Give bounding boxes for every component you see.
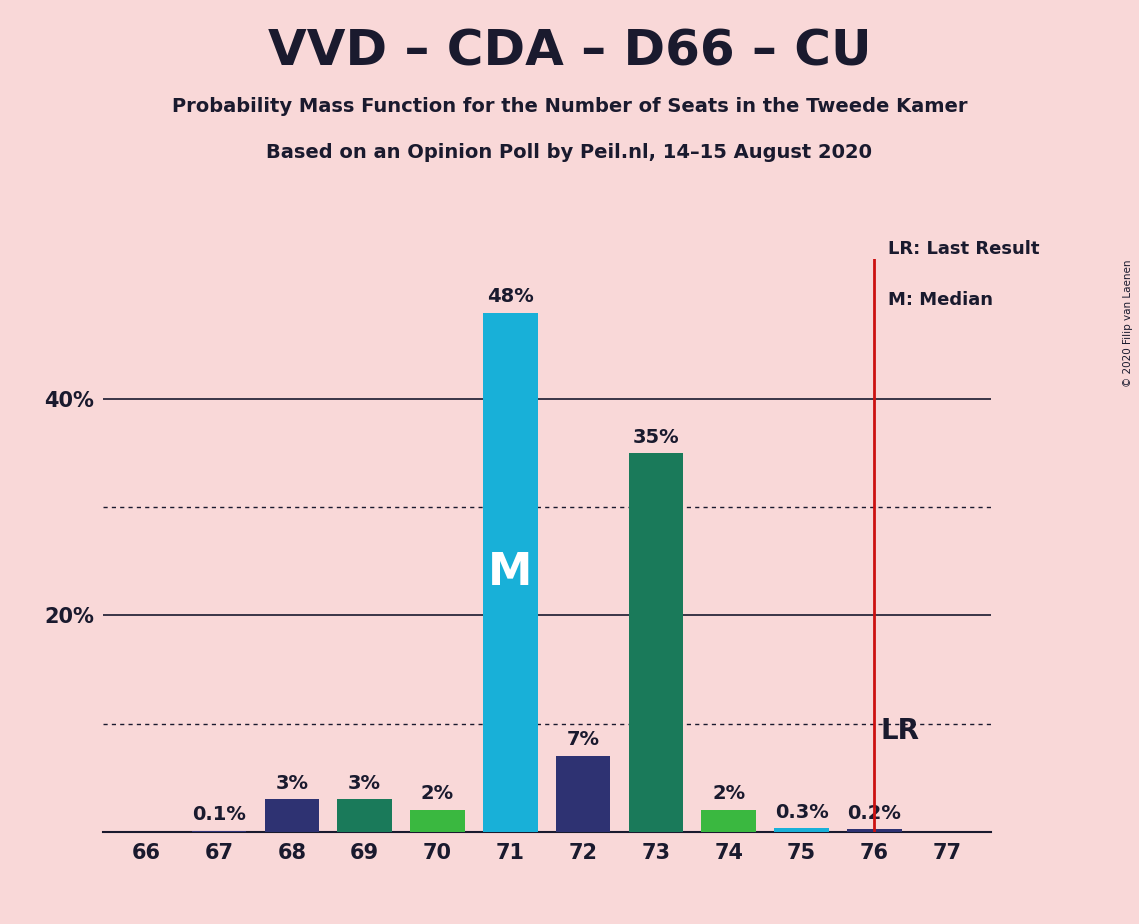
Text: VVD – CDA – D66 – CU: VVD – CDA – D66 – CU [268, 28, 871, 76]
Bar [410, 810, 465, 832]
Text: LR: LR [880, 717, 919, 745]
Text: Based on an Opinion Poll by Peil.nl, 14–15 August 2020: Based on an Opinion Poll by Peil.nl, 14–… [267, 143, 872, 163]
Bar [337, 799, 392, 832]
Bar [483, 312, 538, 832]
Bar [191, 831, 246, 832]
Text: 3%: 3% [349, 773, 382, 793]
Text: 3%: 3% [276, 773, 309, 793]
Text: 0.1%: 0.1% [192, 805, 246, 824]
Text: 2%: 2% [421, 784, 454, 804]
Text: 48%: 48% [487, 287, 534, 306]
Text: 7%: 7% [566, 731, 599, 749]
Bar [775, 828, 829, 832]
Text: LR: Last Result: LR: Last Result [888, 240, 1040, 258]
Bar [556, 756, 611, 832]
Text: 0.3%: 0.3% [775, 803, 828, 821]
Text: 0.2%: 0.2% [847, 804, 901, 823]
Text: 2%: 2% [712, 784, 745, 804]
Text: M: Median: M: Median [888, 291, 993, 309]
Text: M: M [489, 551, 533, 594]
Bar [847, 830, 902, 832]
Text: 35%: 35% [632, 428, 679, 447]
Text: Probability Mass Function for the Number of Seats in the Tweede Kamer: Probability Mass Function for the Number… [172, 97, 967, 116]
Bar [702, 810, 756, 832]
Bar [264, 799, 319, 832]
Bar [629, 454, 683, 832]
Text: © 2020 Filip van Laenen: © 2020 Filip van Laenen [1123, 260, 1133, 387]
